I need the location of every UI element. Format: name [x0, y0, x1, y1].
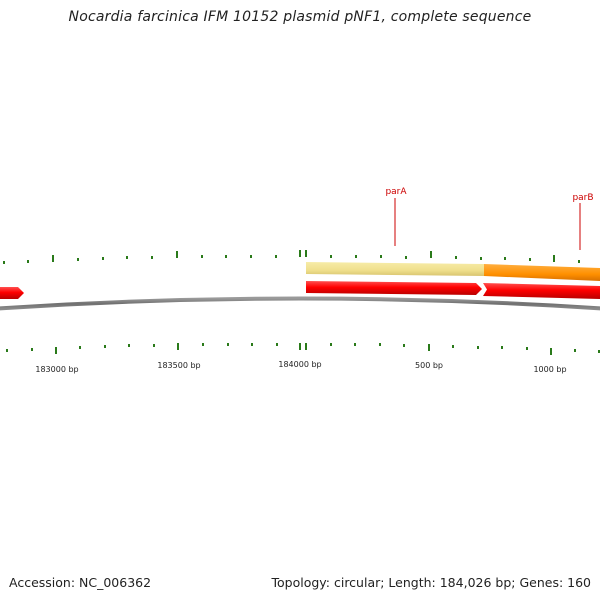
summary-text: Topology: circular; Length: 184,026 bp; … — [271, 575, 592, 590]
plasmid-backbone — [0, 296, 600, 311]
feature-tan — [306, 262, 484, 276]
gene-label-para: parA — [385, 187, 407, 197]
position-label: 183500 bp — [157, 361, 200, 370]
position-label: 500 bp — [415, 361, 443, 370]
cds-arrow-parbrow — [483, 283, 600, 299]
feature-orange — [484, 264, 600, 281]
cds-arrow-left — [0, 287, 24, 299]
gene-label-parb: parB — [572, 193, 593, 203]
position-label: 183000 bp — [35, 365, 78, 374]
lower-tick-marks — [6, 343, 600, 355]
cds-arrow-pararow — [306, 281, 482, 295]
map-title: Nocardia farcinica IFM 10152 plasmid pNF… — [68, 9, 532, 25]
position-labels: 183000 bp 183500 bp 184000 bp 500 bp 100… — [35, 360, 566, 374]
upper-tick-marks — [3, 250, 580, 264]
position-label: 184000 bp — [278, 360, 321, 369]
accession-text: Accession: NC_006362 — [9, 575, 152, 590]
position-label: 1000 bp — [533, 365, 566, 374]
